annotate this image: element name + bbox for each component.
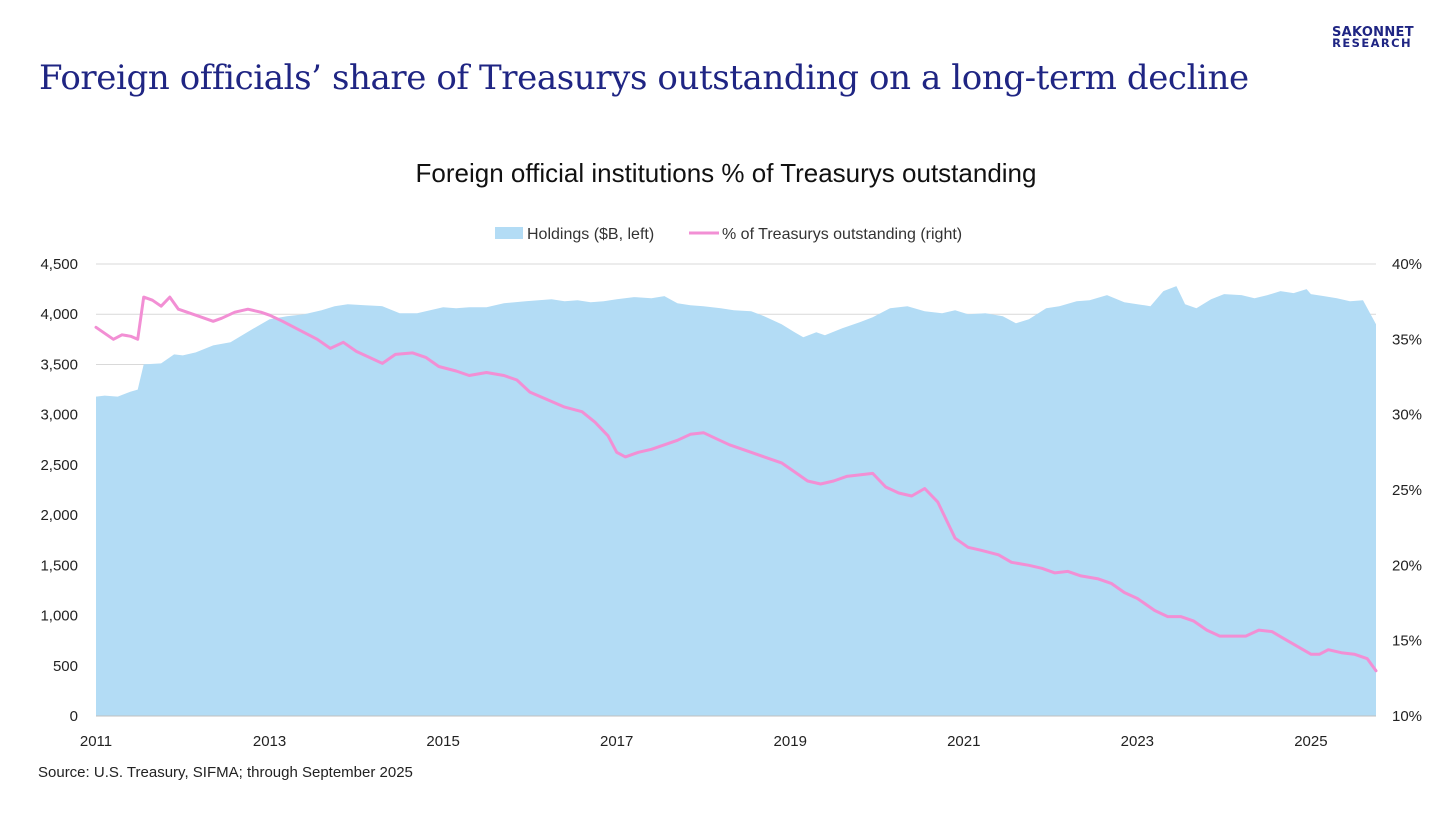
y-right-tick-label: 25% [1392,482,1422,499]
y-right-tick-label: 20% [1392,557,1422,574]
y-right-tick-label: 35% [1392,331,1422,348]
y-right-tick-label: 15% [1392,633,1422,650]
series-holdings-area [96,286,1376,716]
x-tick-label: 2015 [426,733,459,750]
source-note: Source: U.S. Treasury, SIFMA; through Se… [38,764,413,781]
y-left-tick-label: 3,500 [40,356,78,373]
chart-title: Foreign official institutions % of Treas… [416,158,1037,188]
brand-line-1: SAKONNET [1332,25,1414,40]
y-left-tick-label: 500 [53,658,78,675]
brand-logo: SAKONNET RESEARCH [1332,25,1414,50]
y-left-tick-label: 4,000 [40,306,78,323]
x-tick-label: 2023 [1121,733,1154,750]
x-tick-label: 2013 [253,733,286,750]
plot-area [94,286,1378,716]
legend-label-pct: % of Treasurys outstanding (right) [722,226,962,243]
x-tick-label: 2011 [80,733,112,750]
legend-label-holdings: Holdings ($B, left) [527,226,654,243]
y-right-tick-label: 30% [1392,407,1422,424]
x-tick-label: 2017 [600,733,633,750]
axes: 0 500 1,000 1,500 2,000 2,500 3,000 3,500 4,000 4… [40,256,1422,750]
y-right-tick-label: 10% [1392,708,1422,725]
y-left-tick-label: 4,500 [40,256,78,273]
y-left-tick-label: 2,500 [40,457,78,474]
y-left-tick-label: 0 [70,708,78,725]
slide-title: Foreign officials’ share of Treasurys ou… [39,58,1249,98]
x-tick-label: 2021 [947,733,980,750]
brand-line-2: RESEARCH [1332,36,1412,50]
y-left-tick-label: 1,500 [40,557,78,574]
chart-legend: Holdings ($B, left) % of Treasurys outst… [495,226,962,243]
series-pct-line [94,295,1378,673]
y-left-tick-label: 3,000 [40,407,78,424]
x-tick-label: 2025 [1294,733,1327,750]
x-tick-label: 2019 [774,733,807,750]
legend-swatch-holdings [495,227,523,239]
y-left-tick-label: 2,000 [40,507,78,524]
y-right-tick-label: 40% [1392,256,1422,273]
y-left-tick-label: 1,000 [40,608,78,625]
